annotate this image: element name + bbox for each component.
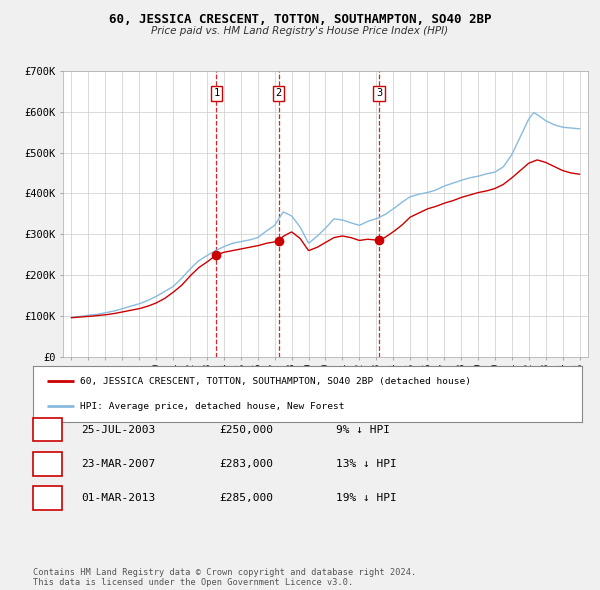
Text: £250,000: £250,000 <box>219 425 273 434</box>
Text: Price paid vs. HM Land Registry's House Price Index (HPI): Price paid vs. HM Land Registry's House … <box>151 26 449 36</box>
Text: 25-JUL-2003: 25-JUL-2003 <box>81 425 155 434</box>
Text: 2: 2 <box>275 88 282 99</box>
Text: Contains HM Land Registry data © Crown copyright and database right 2024.
This d: Contains HM Land Registry data © Crown c… <box>33 568 416 587</box>
Text: 2: 2 <box>44 459 51 468</box>
Text: 19% ↓ HPI: 19% ↓ HPI <box>336 493 397 503</box>
Text: 23-MAR-2007: 23-MAR-2007 <box>81 459 155 468</box>
Text: 1: 1 <box>44 425 51 434</box>
Text: HPI: Average price, detached house, New Forest: HPI: Average price, detached house, New … <box>80 402 344 411</box>
Text: 01-MAR-2013: 01-MAR-2013 <box>81 493 155 503</box>
Text: £285,000: £285,000 <box>219 493 273 503</box>
Text: 1: 1 <box>214 88 220 99</box>
Text: 60, JESSICA CRESCENT, TOTTON, SOUTHAMPTON, SO40 2BP: 60, JESSICA CRESCENT, TOTTON, SOUTHAMPTO… <box>109 13 491 26</box>
Text: £283,000: £283,000 <box>219 459 273 468</box>
Text: 60, JESSICA CRESCENT, TOTTON, SOUTHAMPTON, SO40 2BP (detached house): 60, JESSICA CRESCENT, TOTTON, SOUTHAMPTO… <box>80 377 470 386</box>
Text: 3: 3 <box>376 88 382 99</box>
Text: 3: 3 <box>44 493 51 503</box>
Text: 13% ↓ HPI: 13% ↓ HPI <box>336 459 397 468</box>
Text: 9% ↓ HPI: 9% ↓ HPI <box>336 425 390 434</box>
